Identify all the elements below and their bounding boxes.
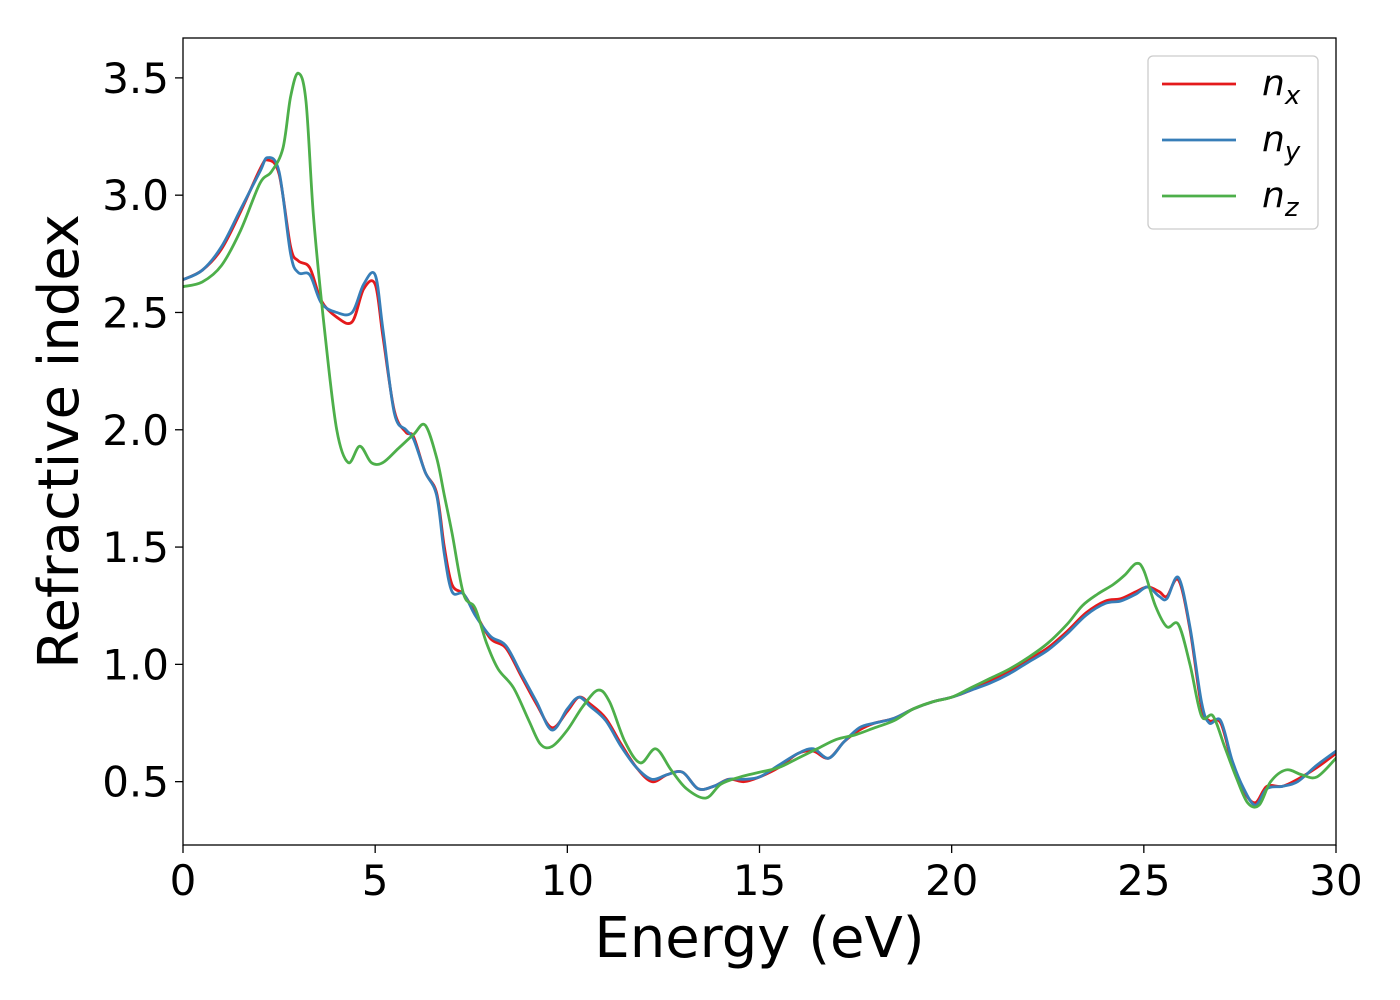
y-tick-label: 1.0 — [102, 640, 169, 689]
y-tick-label: 1.5 — [102, 523, 169, 572]
series-line-z — [183, 71, 1336, 809]
x-tick-label: 10 — [541, 856, 594, 905]
y-tick-label: 3.5 — [102, 54, 169, 103]
x-tick-label: 25 — [1117, 856, 1170, 905]
y-tick-label: 0.5 — [102, 758, 169, 807]
legend-box — [1147, 55, 1319, 230]
x-tick-label: 5 — [362, 856, 389, 905]
legend: nx ny nz — [1147, 55, 1319, 230]
x-tick-label: 15 — [733, 856, 786, 905]
legend-label-x: nx — [1262, 63, 1301, 111]
plot-area — [183, 71, 1336, 809]
axis-ticks: 0 5 10 15 20 25 30 0.5 1.0 1.5 2.0 2.5 3.0 3.5 — [102, 54, 1363, 905]
legend-label-y: ny — [1262, 119, 1301, 167]
y-axis-label: Refractive index — [27, 214, 92, 669]
series-line-y — [183, 156, 1336, 807]
x-tick-label: 0 — [170, 856, 197, 905]
axes-frame — [182, 37, 1337, 846]
legend-label-z: nz — [1262, 175, 1300, 223]
x-axis-label: Energy (eV) — [594, 906, 924, 971]
y-tick-label: 2.0 — [102, 406, 169, 455]
x-tick-label: 20 — [925, 856, 978, 905]
x-tick-label: 30 — [1309, 856, 1362, 905]
y-tick-label: 3.0 — [102, 171, 169, 220]
y-tick-label: 2.5 — [102, 288, 169, 337]
